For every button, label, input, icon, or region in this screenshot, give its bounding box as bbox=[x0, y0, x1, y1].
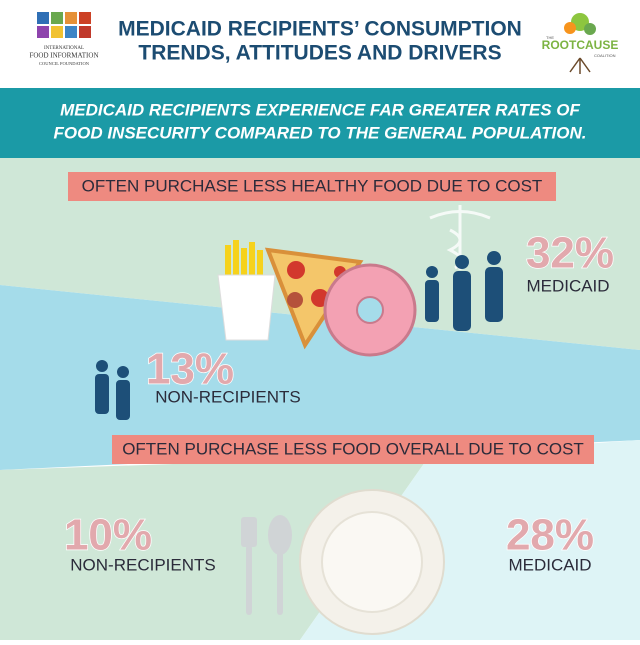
decoration bbox=[217, 274, 276, 341]
decoration bbox=[287, 292, 303, 308]
bg-top bbox=[0, 158, 640, 350]
decoration bbox=[277, 550, 283, 615]
decoration bbox=[233, 240, 239, 285]
decoration bbox=[453, 271, 471, 331]
decoration bbox=[268, 515, 292, 555]
decoration bbox=[455, 255, 469, 269]
stat-label: MEDICAID bbox=[526, 276, 609, 295]
heading-pill bbox=[68, 172, 556, 201]
plate bbox=[299, 489, 445, 635]
stat-label: MEDICAID bbox=[508, 555, 591, 574]
logo-text: COALITION bbox=[594, 53, 616, 58]
stat-value: 32% bbox=[526, 229, 614, 278]
title: TRENDS, ATTITUDES AND DRIVERS bbox=[138, 42, 501, 65]
logo-text: FOOD INFORMATION bbox=[29, 52, 98, 60]
decoration bbox=[569, 57, 591, 74]
decoration bbox=[116, 380, 130, 420]
section-heading: OFTEN PURCHASE LESS HEALTHY FOOD DUE TO … bbox=[82, 176, 543, 195]
banner bbox=[0, 88, 640, 158]
decoration bbox=[356, 296, 384, 324]
logo-text: ROOTCAUSE bbox=[542, 38, 619, 52]
decoration bbox=[425, 280, 439, 322]
decoration bbox=[487, 251, 501, 265]
logo-text: COUNCIL FOUNDATION bbox=[39, 61, 90, 66]
heading-pill bbox=[112, 435, 594, 464]
stat-label: NON-RECIPIENTS bbox=[70, 555, 215, 574]
donut bbox=[323, 263, 417, 357]
title: MEDICAID RECIPIENTS’ CONSUMPTION bbox=[118, 18, 522, 41]
decoration bbox=[246, 545, 252, 615]
decoration bbox=[117, 366, 129, 378]
stat-value: 10% bbox=[64, 511, 152, 560]
decoration bbox=[65, 12, 77, 24]
decoration bbox=[564, 22, 576, 34]
decoration bbox=[51, 26, 63, 38]
decoration bbox=[321, 511, 423, 613]
decoration bbox=[584, 23, 596, 35]
decoration bbox=[241, 248, 247, 286]
logo-text: INTERNATIONAL bbox=[44, 46, 84, 51]
decoration bbox=[429, 210, 491, 220]
stat-value: 28% bbox=[506, 511, 594, 560]
stat-value: 13% bbox=[146, 345, 234, 394]
decoration bbox=[51, 12, 63, 24]
people-non-recipients bbox=[95, 360, 130, 420]
decoration bbox=[96, 360, 108, 372]
decoration bbox=[287, 261, 305, 279]
decoration bbox=[95, 374, 109, 414]
cutlery bbox=[241, 515, 292, 615]
bg-band bbox=[0, 285, 640, 470]
decoration bbox=[426, 266, 438, 278]
logo-text: THE bbox=[546, 35, 554, 40]
decoration bbox=[79, 12, 91, 24]
left-logo: INTERNATIONAL FOOD INFORMATION COUNCIL F… bbox=[29, 12, 99, 66]
people-medicaid bbox=[425, 251, 503, 331]
fries bbox=[217, 240, 276, 341]
banner-text: FOOD INSECURITY COMPARED TO THE GENERAL … bbox=[53, 123, 586, 142]
section-heading: OFTEN PURCHASE LESS FOOD OVERALL DUE TO … bbox=[122, 439, 584, 458]
decoration bbox=[37, 12, 49, 24]
decoration bbox=[65, 26, 77, 38]
stat-label: NON-RECIPIENTS bbox=[155, 387, 300, 406]
header-bg bbox=[0, 0, 640, 88]
decoration bbox=[79, 26, 91, 38]
banner-text: MEDICAID RECIPIENTS EXPERIENCE FAR GREAT… bbox=[60, 100, 580, 119]
decoration bbox=[37, 26, 49, 38]
decoration bbox=[241, 517, 257, 547]
right-logo: THE ROOTCAUSE COALITION bbox=[542, 13, 619, 74]
decoration bbox=[257, 250, 263, 286]
decoration bbox=[249, 242, 255, 286]
decoration bbox=[485, 267, 503, 322]
decoration bbox=[225, 245, 231, 285]
